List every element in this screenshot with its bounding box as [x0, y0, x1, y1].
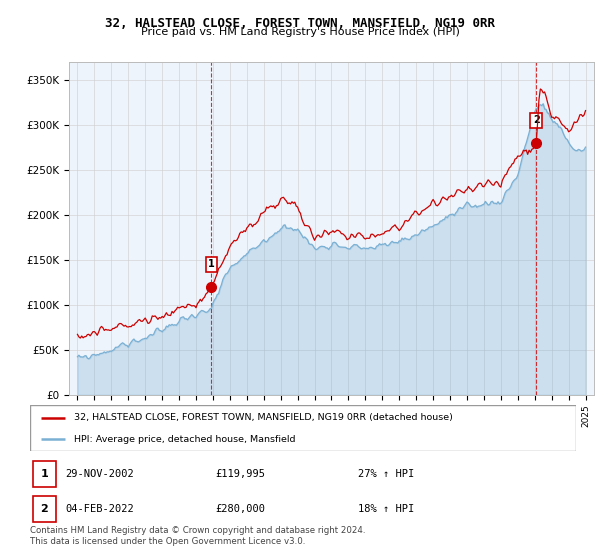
Text: 04-FEB-2022: 04-FEB-2022 — [65, 504, 134, 514]
Text: £280,000: £280,000 — [215, 504, 266, 514]
Text: 27% ↑ HPI: 27% ↑ HPI — [358, 469, 414, 479]
Text: Contains HM Land Registry data © Crown copyright and database right 2024.
This d: Contains HM Land Registry data © Crown c… — [30, 526, 365, 546]
Text: 18% ↑ HPI: 18% ↑ HPI — [358, 504, 414, 514]
Text: 1: 1 — [208, 259, 215, 269]
Text: £119,995: £119,995 — [215, 469, 266, 479]
Text: HPI: Average price, detached house, Mansfield: HPI: Average price, detached house, Mans… — [74, 435, 295, 444]
Text: Price paid vs. HM Land Registry's House Price Index (HPI): Price paid vs. HM Land Registry's House … — [140, 27, 460, 37]
Bar — [33, 496, 56, 522]
Text: 32, HALSTEAD CLOSE, FOREST TOWN, MANSFIELD, NG19 0RR (detached house): 32, HALSTEAD CLOSE, FOREST TOWN, MANSFIE… — [74, 413, 452, 422]
Text: 1: 1 — [40, 469, 48, 479]
Text: 32, HALSTEAD CLOSE, FOREST TOWN, MANSFIELD, NG19 0RR: 32, HALSTEAD CLOSE, FOREST TOWN, MANSFIE… — [105, 17, 495, 30]
Text: 2: 2 — [40, 504, 48, 514]
Text: 29-NOV-2002: 29-NOV-2002 — [65, 469, 134, 479]
Bar — [33, 461, 56, 487]
Text: 2: 2 — [533, 115, 539, 125]
